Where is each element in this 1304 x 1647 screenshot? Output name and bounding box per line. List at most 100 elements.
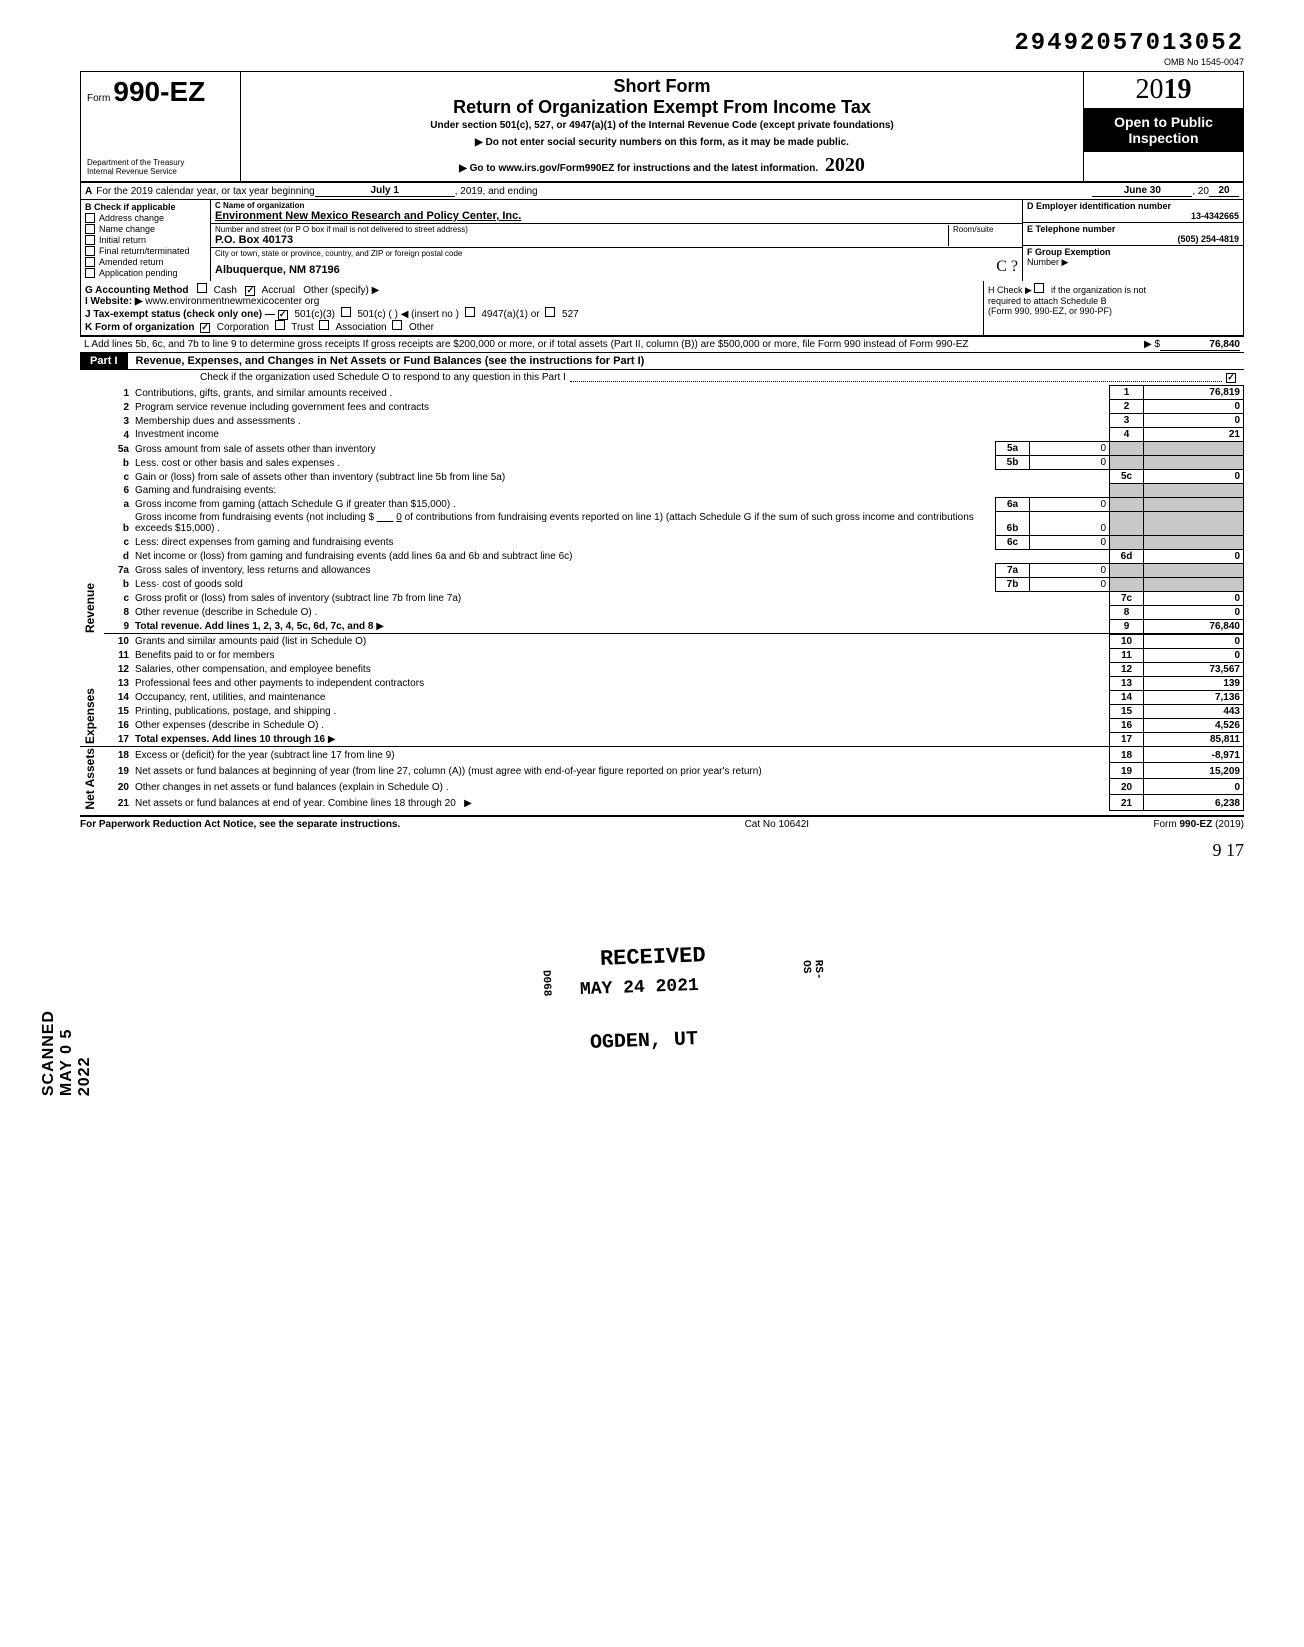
line-7c-num: c — [104, 591, 132, 605]
line-6a-num: a — [104, 497, 132, 511]
chk-initial-return[interactable] — [85, 235, 95, 245]
line-6b-sub: 6b — [996, 511, 1030, 535]
lbl-insert-no: ) ◀ (insert no ) — [395, 309, 459, 320]
received-date: MAY 24 2021 — [580, 976, 699, 1000]
line-9-arrow: ▶ — [376, 621, 384, 632]
line-5a-samt: 0 — [1030, 442, 1110, 456]
stamp-code: D068 — [540, 970, 553, 997]
line-5b-num: b — [104, 456, 132, 470]
tax-year-end: June 30 — [1092, 185, 1192, 197]
chk-app-pending[interactable] — [85, 268, 95, 278]
open-to-public: Open to Public — [1086, 114, 1241, 130]
line-7a-samt: 0 — [1030, 563, 1110, 577]
line-7c-box: 7c — [1110, 591, 1144, 605]
line-10-desc: Grants and similar amounts paid (list in… — [132, 634, 1110, 648]
line-13-amt: 139 — [1144, 676, 1244, 690]
chk-address-change[interactable] — [85, 213, 95, 223]
line-8-box: 8 — [1110, 605, 1144, 619]
org-address: P.O. Box 40173 — [215, 234, 948, 246]
chk-accrual[interactable]: ✓ — [245, 286, 255, 296]
line-19-box: 19 — [1110, 762, 1144, 778]
chk-sched-o[interactable]: ✓ — [1226, 373, 1236, 383]
line-15-box: 15 — [1110, 704, 1144, 718]
g-label: G Accounting Method — [85, 285, 189, 296]
line-7b-num: b — [104, 577, 132, 591]
line-8-num: 8 — [104, 605, 132, 619]
line-18-desc: Excess or (deficit) for the year (subtra… — [132, 746, 1110, 762]
chk-name-change[interactable] — [85, 224, 95, 234]
shade-6 — [1110, 484, 1144, 498]
section-revenue: Revenue — [83, 583, 97, 633]
line-7b-sub: 7b — [996, 577, 1030, 591]
stamp-rs: RS-OS — [800, 960, 825, 981]
line-5a-sub: 5a — [996, 442, 1030, 456]
line-12-amt: 73,567 — [1144, 662, 1244, 676]
tax-year-begin: July 1 — [315, 185, 455, 197]
line-6a-desc: Gross income from gaming (attach Schedul… — [132, 497, 996, 511]
line-18-num: 18 — [104, 746, 132, 762]
line-20-box: 20 — [1110, 778, 1144, 794]
chk-sched-b[interactable] — [1034, 283, 1044, 293]
line-2-amt: 0 — [1144, 400, 1244, 414]
chk-4947[interactable] — [465, 307, 475, 317]
line-21-amt: 6,238 — [1144, 794, 1244, 810]
shade-5b-amt — [1144, 456, 1244, 470]
inspection: Inspection — [1086, 130, 1241, 146]
h-check: H Check ▶ — [988, 285, 1032, 295]
part-1-label: Part I — [80, 353, 128, 369]
line-1-box: 1 — [1110, 386, 1144, 400]
line-21-num: 21 — [104, 794, 132, 810]
line-6d-num: d — [104, 549, 132, 563]
lbl-name-change: Name change — [99, 224, 155, 234]
line-6c-desc: Less: direct expenses from gaming and fu… — [132, 535, 996, 549]
line-5c-box: 5c — [1110, 470, 1144, 484]
chk-assoc[interactable] — [319, 320, 329, 330]
lbl-other-method: Other (specify) ▶ — [303, 285, 379, 296]
chk-trust[interactable] — [275, 320, 285, 330]
line-3-amt: 0 — [1144, 414, 1244, 428]
lbl-app-pending: Application pending — [99, 268, 178, 278]
chk-corp[interactable]: ✓ — [200, 323, 210, 333]
line-8-amt: 0 — [1144, 605, 1244, 619]
lbl-4947: 4947(a)(1) or — [481, 309, 539, 320]
line-l-amount: 76,840 — [1160, 339, 1240, 351]
line-1-num: 1 — [104, 386, 132, 400]
chk-amended[interactable] — [85, 257, 95, 267]
line-13-box: 13 — [1110, 676, 1144, 690]
arrow-www: ▶ Go to www.irs.gov/Form990EZ for instru… — [459, 163, 818, 174]
line-20-desc: Other changes in net assets or fund bala… — [132, 778, 1110, 794]
chk-final-return[interactable] — [85, 246, 95, 256]
line-17-desc: Total expenses. Add lines 10 through 16 — [135, 734, 325, 745]
f-group-label: F Group Exemption — [1027, 247, 1239, 257]
f-group-sub: Number ▶ — [1027, 257, 1239, 268]
chk-501c[interactable] — [341, 307, 351, 317]
line-17-amt: 85,811 — [1144, 732, 1244, 746]
chk-cash[interactable] — [197, 283, 207, 293]
chk-501c3[interactable]: ✓ — [278, 310, 288, 320]
h-text3: required to attach Schedule B — [988, 296, 1239, 306]
line-6a-sub: 6a — [996, 497, 1030, 511]
row-a-letter: A — [85, 186, 92, 197]
row-a-tail: , 20 — [1192, 186, 1209, 197]
line-13-desc: Professional fees and other payments to … — [132, 676, 1110, 690]
line-9-num: 9 — [104, 619, 132, 633]
line-l-text: L Add lines 5b, 6c, and 7b to line 9 to … — [84, 339, 969, 350]
part-1-title: Revenue, Expenses, and Changes in Net As… — [128, 355, 645, 367]
received-ogden: OGDEN, UT — [590, 1028, 699, 1055]
org-name: Environment New Mexico Research and Poli… — [215, 210, 1018, 222]
line-11-amt: 0 — [1144, 648, 1244, 662]
line-3-box: 3 — [1110, 414, 1144, 428]
line-8-desc: Other revenue (describe in Schedule O) . — [132, 605, 1110, 619]
line-6d-amt: 0 — [1144, 549, 1244, 563]
line-5b-samt: 0 — [1030, 456, 1110, 470]
line-7c-amt: 0 — [1144, 591, 1244, 605]
line-3-num: 3 — [104, 414, 132, 428]
chk-other-org[interactable] — [392, 320, 402, 330]
line-l-arrow: ▶ $ — [1144, 339, 1160, 350]
line-16-amt: 4,526 — [1144, 718, 1244, 732]
shade-5a-amt — [1144, 442, 1244, 456]
lbl-accrual: Accrual — [262, 285, 295, 296]
subtitle: Under section 501(c), 527, or 4947(a)(1)… — [249, 120, 1075, 131]
shade-6-amt — [1144, 484, 1244, 498]
chk-527[interactable] — [545, 307, 555, 317]
